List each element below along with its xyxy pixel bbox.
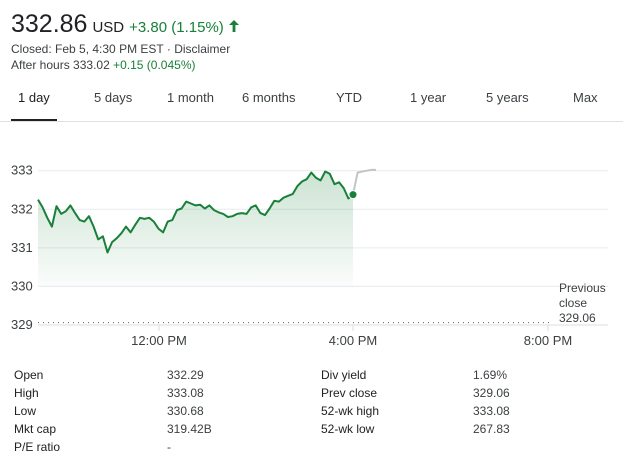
stat-value-prev-close: 329.06 bbox=[473, 386, 510, 400]
price-row: 332.86 USD +3.80 (1.15%) bbox=[11, 10, 240, 39]
stats-row: P/E ratio - bbox=[14, 440, 614, 458]
x-tick-label: 12:00 PM bbox=[131, 333, 187, 348]
stats-row: Mkt cap 319.42B 52-wk low 267.83 bbox=[14, 422, 614, 440]
stat-label-52wk-low: 52-wk low bbox=[321, 422, 375, 436]
tab-1-day[interactable]: 1 day bbox=[18, 90, 50, 105]
previous-close-text: Previous bbox=[559, 281, 606, 295]
x-tick-label: 8:00 PM bbox=[524, 333, 572, 348]
stat-value-52wk-low: 267.83 bbox=[473, 422, 510, 436]
tab-ytd[interactable]: YTD bbox=[336, 90, 362, 105]
stat-label-div-yield: Div yield bbox=[321, 368, 367, 382]
time-range-tabs: 1 day 5 days 1 month 6 months YTD 1 year… bbox=[0, 84, 623, 122]
stat-value-open: 332.29 bbox=[167, 368, 204, 382]
y-tick-label: 330 bbox=[11, 278, 33, 293]
after-hours-label: After hours bbox=[11, 58, 70, 72]
price-change: +3.80 (1.15%) bbox=[129, 19, 224, 36]
stat-value-52wk-high: 333.08 bbox=[473, 404, 510, 418]
tab-1-year[interactable]: 1 year bbox=[410, 90, 447, 105]
stat-label-low: Low bbox=[14, 404, 37, 418]
price-area-fill bbox=[38, 171, 353, 287]
stat-value-low: 330.68 bbox=[167, 404, 204, 418]
price-line bbox=[37, 170, 354, 254]
stat-label-pe-ratio: P/E ratio bbox=[14, 440, 61, 454]
y-tick-label: 332 bbox=[11, 201, 33, 216]
stat-value-pe-ratio: - bbox=[167, 440, 171, 454]
stat-value-mkt-cap: 319.42B bbox=[167, 422, 212, 436]
tab-6-months[interactable]: 6 months bbox=[242, 90, 296, 105]
arrow-up-icon bbox=[228, 19, 240, 33]
y-axis: 333 332 331 330 329 bbox=[11, 163, 33, 332]
current-price: 332.86 bbox=[11, 10, 88, 38]
x-axis: 12:00 PM 4:00 PM 8:00 PM bbox=[131, 325, 572, 348]
stat-label-open: Open bbox=[14, 368, 44, 382]
after-hours: After hours 333.02 +0.15 (0.045%) bbox=[11, 58, 240, 72]
tab-max[interactable]: Max bbox=[573, 90, 598, 105]
after-hours-line bbox=[352, 168, 376, 195]
stats-row: Open 332.29 Div yield 1.69% bbox=[14, 368, 614, 386]
y-tick-label: 331 bbox=[11, 240, 33, 255]
disclaimer-link[interactable]: Disclaimer bbox=[174, 42, 231, 56]
tab-5-days[interactable]: 5 days bbox=[94, 90, 133, 105]
stats-row: High 333.08 Prev close 329.06 bbox=[14, 386, 614, 404]
stat-label-52wk-high: 52-wk high bbox=[321, 404, 380, 418]
y-tick-label: 333 bbox=[11, 163, 33, 178]
after-hours-price: 333.02 bbox=[73, 58, 110, 72]
x-tick-label: 4:00 PM bbox=[329, 333, 377, 348]
active-tab-indicator bbox=[11, 119, 57, 121]
price-chart[interactable]: 333 332 331 330 329 12:00 PM 4:00 PM 8:00 PM P… bbox=[0, 135, 623, 355]
stat-value-high: 333.08 bbox=[167, 386, 204, 400]
currency-code: USD bbox=[92, 19, 125, 36]
previous-close-text: 329.06 bbox=[559, 311, 596, 325]
separator: · bbox=[163, 42, 175, 56]
stat-label-high: High bbox=[14, 386, 39, 400]
market-status: Closed: Feb 5, 4:30 PM EST · Disclaimer bbox=[11, 42, 240, 56]
stats-row: Low 330.68 52-wk high 333.08 bbox=[14, 404, 614, 422]
quote-header: 332.86 USD +3.80 (1.15%) Closed: Feb 5, … bbox=[11, 10, 240, 72]
close-point-marker bbox=[348, 190, 358, 200]
stat-label-mkt-cap: Mkt cap bbox=[14, 422, 57, 436]
stat-value-div-yield: 1.69% bbox=[473, 368, 508, 382]
key-stats-table: Open 332.29 Div yield 1.69% High 333.08 … bbox=[14, 368, 614, 458]
after-hours-change: +0.15 (0.045%) bbox=[113, 58, 196, 72]
stat-label-prev-close: Prev close bbox=[321, 386, 378, 400]
y-tick-label: 329 bbox=[11, 317, 33, 332]
closed-time: Closed: Feb 5, 4:30 PM EST bbox=[11, 42, 164, 56]
tab-1-month[interactable]: 1 month bbox=[167, 90, 214, 105]
tab-5-years[interactable]: 5 years bbox=[486, 90, 529, 105]
previous-close-text: close bbox=[559, 296, 587, 310]
